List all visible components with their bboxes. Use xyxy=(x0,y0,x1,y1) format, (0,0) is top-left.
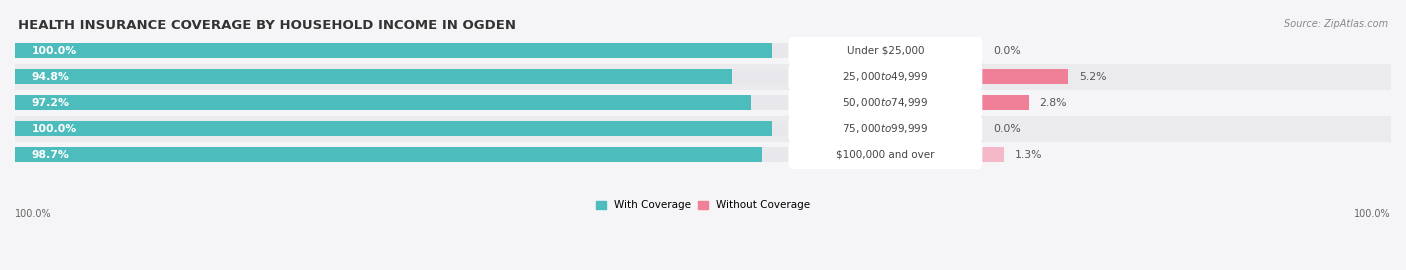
FancyBboxPatch shape xyxy=(789,63,983,91)
Bar xyxy=(15,43,957,58)
Bar xyxy=(15,142,1391,168)
Bar xyxy=(15,69,733,85)
Legend: With Coverage, Without Coverage: With Coverage, Without Coverage xyxy=(596,200,810,210)
Bar xyxy=(15,121,772,136)
Bar xyxy=(15,147,957,162)
Bar xyxy=(983,95,1029,110)
Text: Source: ZipAtlas.com: Source: ZipAtlas.com xyxy=(1284,19,1388,29)
Bar xyxy=(15,64,1391,90)
Text: 100.0%: 100.0% xyxy=(1354,209,1391,219)
Text: $100,000 and over: $100,000 and over xyxy=(837,150,935,160)
Text: 0.0%: 0.0% xyxy=(993,124,1021,134)
Bar xyxy=(15,43,772,58)
Text: $25,000 to $49,999: $25,000 to $49,999 xyxy=(842,70,928,83)
Bar xyxy=(15,121,957,136)
Text: 2.8%: 2.8% xyxy=(1039,98,1067,108)
Bar xyxy=(15,69,957,85)
FancyBboxPatch shape xyxy=(789,37,983,65)
Text: 98.7%: 98.7% xyxy=(31,150,69,160)
Bar xyxy=(15,95,957,110)
FancyBboxPatch shape xyxy=(789,115,983,143)
Bar xyxy=(15,147,762,162)
Bar xyxy=(15,95,751,110)
Bar xyxy=(15,38,1391,64)
Text: 97.2%: 97.2% xyxy=(31,98,69,108)
Bar xyxy=(983,69,1069,85)
Text: 0.0%: 0.0% xyxy=(993,46,1021,56)
Text: Under $25,000: Under $25,000 xyxy=(846,46,924,56)
Text: 100.0%: 100.0% xyxy=(15,209,52,219)
Text: HEALTH INSURANCE COVERAGE BY HOUSEHOLD INCOME IN OGDEN: HEALTH INSURANCE COVERAGE BY HOUSEHOLD I… xyxy=(18,19,516,32)
Text: 1.3%: 1.3% xyxy=(1015,150,1042,160)
FancyBboxPatch shape xyxy=(789,141,983,169)
Bar xyxy=(983,147,1004,162)
Text: 94.8%: 94.8% xyxy=(31,72,69,82)
Text: 100.0%: 100.0% xyxy=(31,124,77,134)
FancyBboxPatch shape xyxy=(789,89,983,117)
Bar xyxy=(15,90,1391,116)
Text: $75,000 to $99,999: $75,000 to $99,999 xyxy=(842,122,928,135)
Text: 5.2%: 5.2% xyxy=(1080,72,1107,82)
Text: $50,000 to $74,999: $50,000 to $74,999 xyxy=(842,96,928,109)
Bar xyxy=(15,116,1391,142)
Text: 100.0%: 100.0% xyxy=(31,46,77,56)
